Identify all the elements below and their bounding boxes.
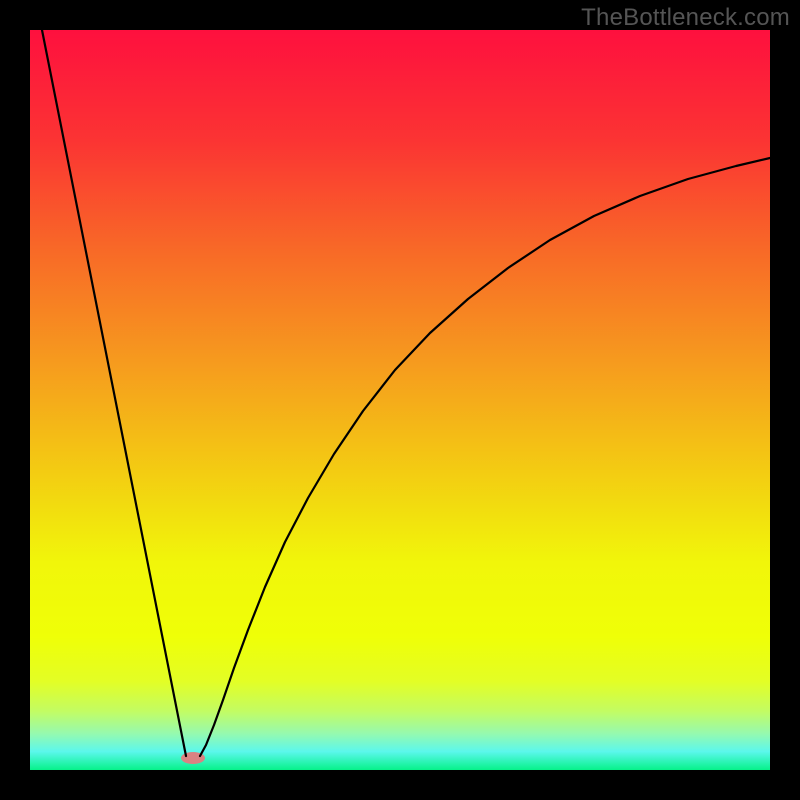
watermark-text: TheBottleneck.com bbox=[581, 4, 790, 32]
plot-bg bbox=[30, 30, 770, 770]
chart-canvas bbox=[0, 0, 800, 800]
chart-root: TheBottleneck.com bbox=[0, 0, 800, 800]
